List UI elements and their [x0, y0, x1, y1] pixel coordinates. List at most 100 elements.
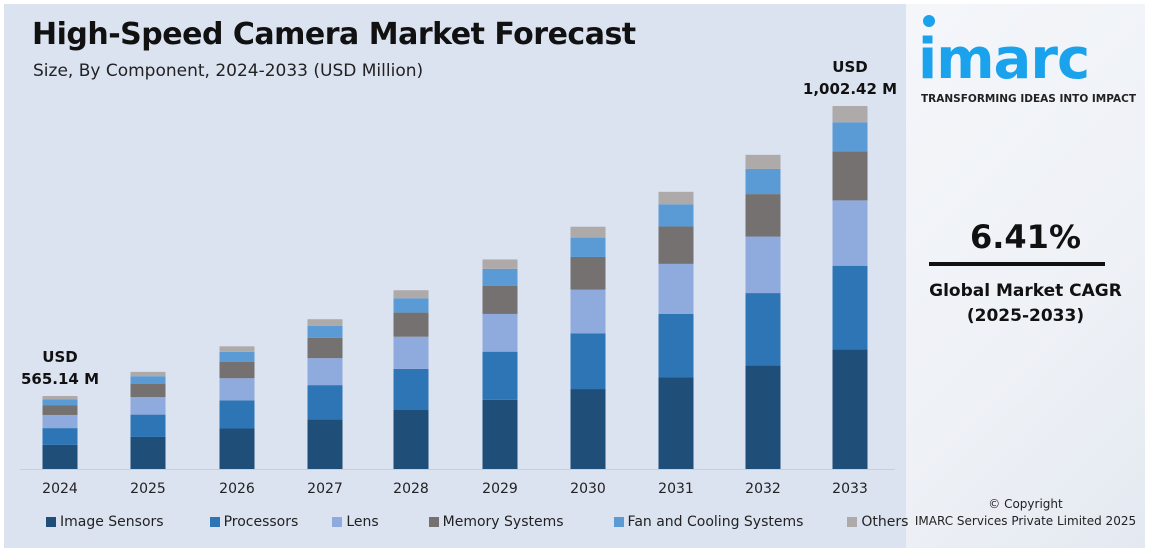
x-tick-label: 2030 [570, 481, 606, 497]
legend-swatch [46, 517, 56, 527]
legend: Image Sensors Processors Lens Memory System… [46, 514, 908, 530]
bar-segment-image-sensors-2030 [570, 389, 606, 469]
bar-segment-lens-2028 [393, 336, 429, 369]
bar-segment-fan-and-cooling-systems-2030 [570, 237, 606, 257]
x-tick-label: 2028 [393, 481, 429, 497]
bar-segment-image-sensors-2028 [393, 410, 429, 469]
bar-segment-memory-systems-2031 [658, 226, 694, 264]
legend-swatch [332, 517, 343, 527]
imarc-logo: imarc [918, 27, 1090, 92]
logo-tagline: TRANSFORMING IDEAS INTO IMPACT [921, 93, 1136, 105]
legend-label: Fan and Cooling Systems [627, 514, 804, 530]
legend-item: Fan and Cooling Systems [613, 514, 804, 530]
bar-segment-processors-2031 [658, 313, 694, 378]
cagr-label: Global Market CAGR (2025-2033) [906, 279, 1145, 329]
legend-label: Image Sensors [60, 514, 164, 530]
bar-segment-fan-and-cooling-systems-2032 [745, 168, 781, 195]
bar-segment-others-2029 [482, 259, 518, 269]
bar-segment-image-sensors-2032 [745, 365, 781, 469]
legend-label: Lens [346, 514, 379, 530]
bar-segment-processors-2032 [745, 293, 781, 366]
bar-segment-others-2027 [307, 319, 343, 326]
stacked-bar-chart: 2024 2025 2026 2027 2028 2029 2030 2031 2032 2033… [20, 58, 897, 497]
legend-swatch [209, 517, 220, 527]
bar-segment-memory-systems-2028 [393, 312, 429, 337]
bar-segment-lens-2025 [130, 397, 166, 415]
bar-segment-fan-and-cooling-systems-2029 [482, 268, 518, 286]
bar-segment-memory-systems-2026 [219, 361, 255, 379]
bar-segment-others-2024 [42, 395, 78, 400]
bar-segment-memory-systems-2033 [832, 151, 868, 201]
bar-segment-image-sensors-2025 [130, 436, 166, 469]
bar-segment-lens-2026 [219, 378, 255, 401]
bar-segment-others-2031 [658, 191, 694, 205]
bar-segment-others-2032 [745, 154, 781, 169]
bar-segment-processors-2025 [130, 414, 166, 437]
legend-item: Processors [209, 514, 299, 530]
x-tick-label: 2029 [482, 481, 518, 497]
bar-segment-lens-2029 [482, 313, 518, 352]
annotation-currency: USD [832, 58, 867, 76]
bar-segment-memory-systems-2025 [130, 383, 166, 398]
bar-segment-image-sensors-2031 [658, 377, 694, 469]
legend-label: Processors [223, 514, 299, 530]
chart-subtitle: Size, By Component, 2024-2033 (USD Milli… [33, 61, 424, 81]
bar-segment-fan-and-cooling-systems-2025 [130, 376, 166, 384]
bar-segment-memory-systems-2030 [570, 256, 606, 290]
bar-segment-processors-2030 [570, 333, 606, 390]
bar-segment-memory-systems-2029 [482, 285, 518, 314]
legend-item: Memory Systems [428, 514, 564, 530]
bar-segment-memory-systems-2027 [307, 337, 343, 359]
x-tick-label: 2031 [658, 481, 694, 497]
bar-segment-others-2025 [130, 371, 166, 377]
x-tick-label: 2032 [745, 481, 781, 497]
bar-segment-fan-and-cooling-systems-2031 [658, 204, 694, 227]
legend-swatch [428, 517, 439, 527]
bar-segment-fan-and-cooling-systems-2024 [42, 399, 78, 406]
x-tick-label: 2025 [130, 481, 166, 497]
bar-segment-fan-and-cooling-systems-2027 [307, 325, 343, 338]
bar-segment-processors-2026 [219, 400, 255, 429]
x-tick-label: 2026 [219, 481, 255, 497]
bar-segment-image-sensors-2027 [307, 419, 343, 469]
bar-segment-processors-2029 [482, 351, 518, 400]
bar-segment-image-sensors-2033 [832, 349, 868, 469]
legend-label: Others [861, 514, 909, 530]
bar-segment-image-sensors-2026 [219, 428, 255, 469]
annotation-value: 1,002.42 M [803, 80, 897, 98]
bar-segment-others-2030 [570, 226, 606, 238]
cagr-label-line1: Global Market CAGR [929, 281, 1122, 301]
annotation-currency: USD [42, 348, 77, 366]
legend-item: Others [847, 514, 908, 530]
bar-segment-memory-systems-2032 [745, 194, 781, 237]
chart-title: High-Speed Camera Market Forecast [32, 17, 636, 52]
legend-label: Memory Systems [442, 514, 564, 530]
bar-segment-lens-2030 [570, 289, 606, 334]
legend-swatch [847, 517, 858, 527]
bar-segment-lens-2031 [658, 263, 694, 314]
cagr-divider [929, 262, 1105, 266]
x-tick-label: 2033 [832, 481, 868, 497]
company-line: IMARC Services Private Limited 2025 [914, 514, 1137, 528]
bar-segment-others-2026 [219, 346, 255, 352]
copyright-line: © Copyright [988, 497, 1063, 511]
bar-segment-fan-and-cooling-systems-2033 [832, 122, 868, 152]
bar-segment-processors-2033 [832, 265, 868, 350]
legend-swatch [613, 517, 624, 527]
bar-segment-lens-2027 [307, 358, 343, 386]
cagr-label-line2: (2025-2033) [966, 306, 1085, 326]
legend-item: Lens [332, 514, 379, 530]
bar-segment-image-sensors-2024 [42, 444, 78, 469]
bar-segment-processors-2028 [393, 368, 429, 411]
bar-segment-lens-2032 [745, 236, 781, 294]
bar-segment-processors-2024 [42, 428, 78, 445]
bar-segment-lens-2024 [42, 414, 78, 429]
bar-segment-fan-and-cooling-systems-2026 [219, 351, 255, 362]
cagr-value: 6.41% [969, 218, 1081, 256]
bar-segment-fan-and-cooling-systems-2028 [393, 298, 429, 313]
copyright: © Copyright IMARC Services Private Limit… [906, 496, 1145, 530]
x-tick-label: 2027 [307, 481, 343, 497]
annotation-value: 565.14 M [21, 370, 99, 388]
bar-segment-others-2028 [393, 290, 429, 299]
legend-item: Image Sensors [46, 514, 164, 530]
